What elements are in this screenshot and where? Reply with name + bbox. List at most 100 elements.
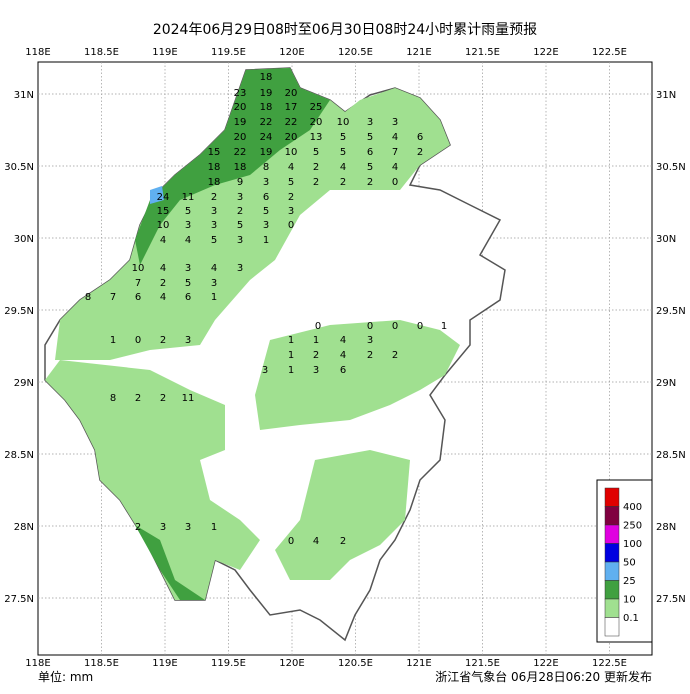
lat-label: 28.5N — [656, 450, 686, 461]
station-value: 3 — [211, 206, 217, 217]
legend-swatch — [604, 598, 620, 618]
lon-label: 122E — [533, 658, 558, 669]
lon-label: 121E — [406, 658, 431, 669]
station-value: 5 — [367, 162, 373, 173]
station-value: 10 — [285, 147, 298, 158]
lat-label: 30N — [656, 234, 676, 245]
lon-label: 121E — [406, 47, 431, 58]
station-value: 3 — [288, 206, 294, 217]
station-value: 1 — [110, 335, 116, 346]
station-value: 4 — [288, 162, 294, 173]
station-value: 1 — [441, 321, 447, 332]
station-value: 2 — [313, 177, 319, 188]
station-value: 1 — [211, 522, 217, 533]
station-value: 2 — [211, 192, 217, 203]
lat-label: 29N — [14, 378, 34, 389]
station-value: 4 — [340, 162, 346, 173]
lat-label: 29.5N — [4, 306, 34, 317]
legend-label: 250 — [623, 521, 642, 532]
station-value: 9 — [237, 177, 243, 188]
station-value: 18 — [234, 162, 247, 173]
lat-label: 28N — [656, 522, 676, 533]
rain-area-heavy — [135, 68, 330, 265]
station-value: 5 — [340, 132, 346, 143]
station-value: 13 — [310, 132, 323, 143]
lon-label: 119.5E — [211, 47, 246, 58]
station-value: 3 — [185, 522, 191, 533]
station-value: 3 — [392, 117, 398, 128]
legend-swatch — [604, 506, 620, 526]
station-value: 1 — [263, 235, 269, 246]
issuer-label: 浙江省气象台 06月28日06:20 更新发布 — [435, 669, 652, 684]
station-value: 20 — [234, 102, 247, 113]
station-value: 0 — [135, 335, 141, 346]
lon-label: 119E — [152, 658, 177, 669]
station-value: 3 — [367, 335, 373, 346]
unit-label: 单位: mm — [38, 669, 93, 684]
station-value: 3 — [185, 220, 191, 231]
station-value: 11 — [182, 393, 195, 404]
station-value: 5 — [263, 206, 269, 217]
lat-label: 27.5N — [4, 594, 34, 605]
station-value: 18 — [260, 72, 273, 83]
station-value: 22 — [260, 117, 273, 128]
legend-label: 25 — [623, 576, 636, 587]
station-value: 2 — [160, 335, 166, 346]
station-value: 2 — [367, 177, 373, 188]
lon-label: 121.5E — [465, 47, 500, 58]
station-value: 4 — [392, 132, 398, 143]
station-value: 0 — [392, 177, 398, 188]
station-value: 3 — [367, 117, 373, 128]
station-value: 6 — [367, 147, 373, 158]
station-value: 6 — [340, 365, 346, 376]
station-value: 0 — [288, 220, 294, 231]
legend-swatch — [604, 543, 620, 563]
lon-label: 120.5E — [338, 658, 373, 669]
lon-label: 119E — [152, 47, 177, 58]
station-value: 1 — [288, 335, 294, 346]
station-value: 8 — [263, 162, 269, 173]
station-value: 0 — [288, 536, 294, 547]
station-value: 1 — [313, 335, 319, 346]
legend-swatch — [604, 524, 620, 544]
station-value: 8 — [110, 393, 116, 404]
station-value: 3 — [237, 235, 243, 246]
legend-label: 0.1 — [623, 613, 639, 624]
station-value: 6 — [417, 132, 423, 143]
rain-area-heavy — [135, 525, 205, 600]
station-value: 2 — [135, 522, 141, 533]
station-value: 3 — [263, 177, 269, 188]
lat-label: 30.5N — [656, 162, 686, 173]
lat-label: 28.5N — [4, 450, 34, 461]
station-value: 4 — [211, 263, 217, 274]
station-value: 5 — [185, 206, 191, 217]
station-value: 4 — [392, 162, 398, 173]
station-value: 5 — [185, 278, 191, 289]
rain-area — [55, 68, 450, 360]
map-title: 2024年06月29日08时至06月30日08时24小时累计雨量预报 — [153, 22, 537, 38]
station-value: 23 — [234, 88, 247, 99]
station-value: 5 — [211, 235, 217, 246]
station-value: 3 — [185, 335, 191, 346]
station-value: 2 — [417, 147, 423, 158]
lat-label: 27.5N — [656, 594, 686, 605]
station-value: 0 — [367, 321, 373, 332]
station-value: 5 — [237, 220, 243, 231]
station-value: 5 — [288, 177, 294, 188]
rain-area — [255, 320, 460, 430]
station-value: 2 — [340, 536, 346, 547]
station-value: 3 — [185, 263, 191, 274]
station-value: 15 — [157, 206, 170, 217]
legend-label: 10 — [623, 595, 636, 606]
station-value: 3 — [263, 220, 269, 231]
lat-label: 29.5N — [656, 306, 686, 317]
lat-label: 29N — [656, 378, 676, 389]
legend-swatch — [604, 561, 620, 581]
station-value: 2 — [392, 350, 398, 361]
station-value: 20 — [310, 117, 323, 128]
station-value: 4 — [313, 536, 319, 547]
station-value: 0 — [392, 321, 398, 332]
lon-label: 120.5E — [338, 47, 373, 58]
station-value: 3 — [313, 365, 319, 376]
